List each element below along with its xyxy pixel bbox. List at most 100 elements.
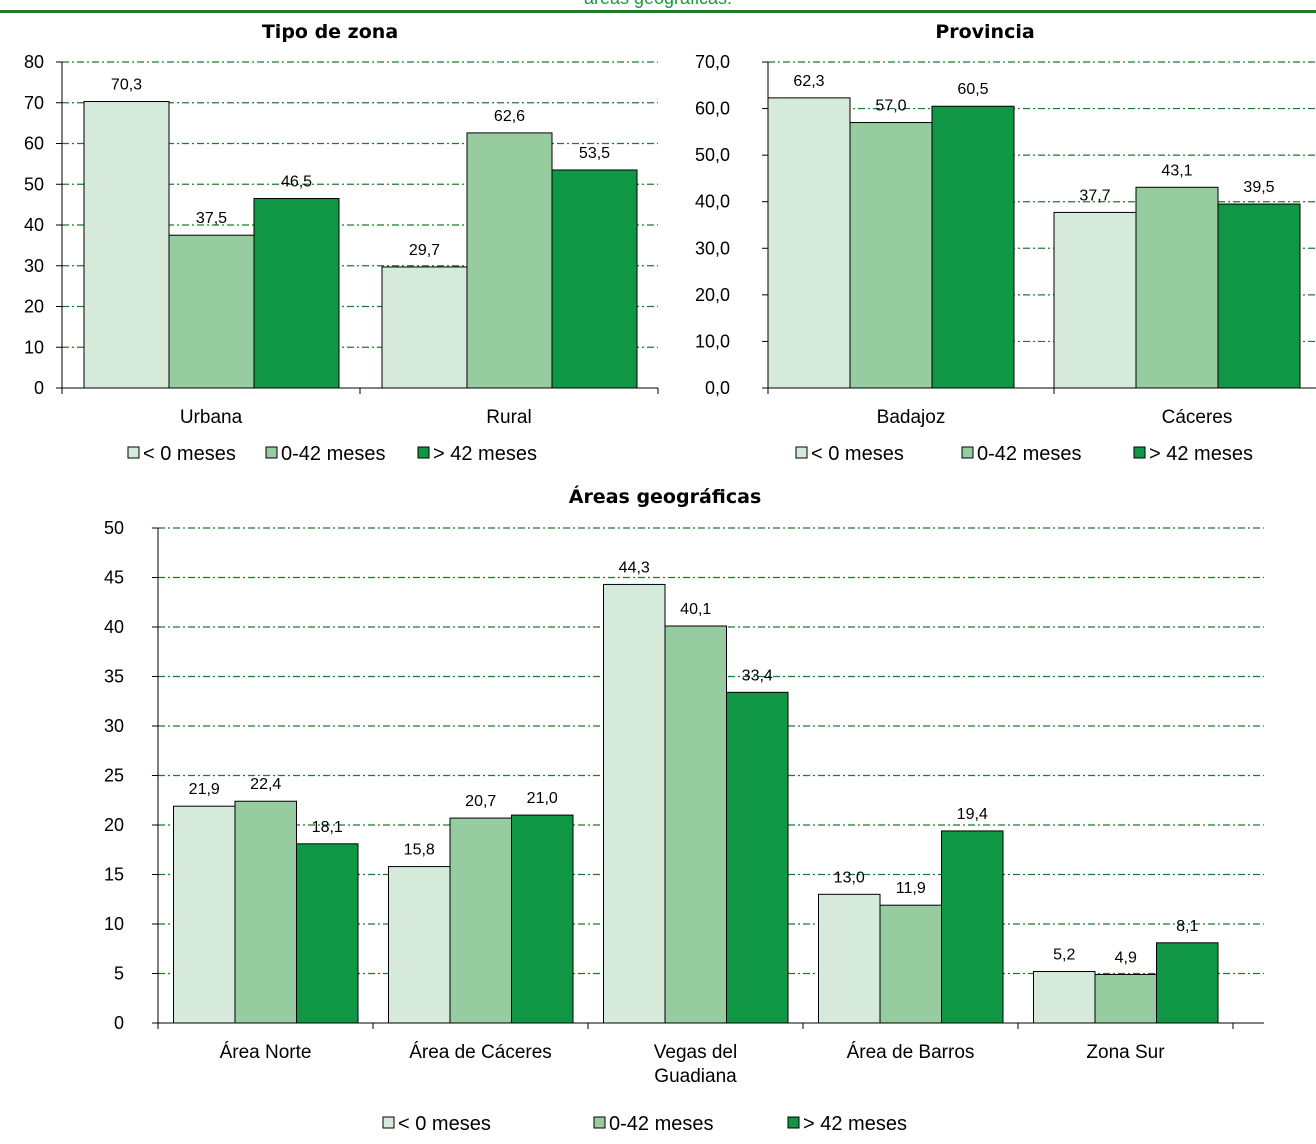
legend-swatch [127, 446, 140, 459]
y-tick-label: 50,0 [695, 145, 730, 165]
y-tick-label: 10 [104, 914, 124, 934]
y-tick-label: 40,0 [695, 192, 730, 212]
chart-1: Tipo de zona 0 10 20 30 40 50 60 70 80 70,3 29,7 37,… [24, 21, 659, 465]
bar [603, 583, 666, 1024]
y-tick-label: 30 [24, 256, 44, 276]
y-tick-label: 25 [104, 766, 124, 786]
data-label: 13,0 [834, 869, 865, 886]
legend-swatch [265, 446, 278, 459]
data-label: 40,1 [680, 601, 711, 618]
bar [449, 817, 512, 1024]
y-tick-label: 30,0 [695, 238, 730, 258]
category-label: Área Norte [220, 1042, 312, 1063]
legend-label: < 0 meses [143, 443, 236, 465]
data-label: 5,2 [1053, 947, 1075, 964]
data-label: 33,4 [742, 667, 773, 684]
category-label: Área de Cáceres [409, 1042, 552, 1063]
data-label: 20,7 [465, 793, 496, 810]
data-label: 21,0 [527, 790, 558, 807]
data-label: 29,7 [409, 242, 440, 259]
data-label: 15,8 [404, 842, 435, 859]
data-label: 37,5 [196, 210, 227, 227]
data-label: 4,9 [1115, 949, 1137, 966]
y-tick-label: 35 [104, 667, 124, 687]
data-label: 60,5 [957, 81, 988, 98]
y-tick-label: 20 [24, 297, 44, 317]
bar [173, 805, 236, 1024]
data-label: 39,5 [1243, 179, 1274, 196]
bar [818, 893, 881, 1024]
y-tick-label: 30 [104, 716, 124, 736]
y-tick-label: 40 [24, 215, 44, 235]
data-label: 57,0 [875, 98, 906, 115]
category-label: Rural [486, 407, 531, 428]
bar [1053, 211, 1137, 389]
chart-3: Áreas geográficas 0 5 10 15 20 25 30 35 40 45 50 21,… [104, 485, 1264, 1135]
y-tick-label: 70,0 [695, 52, 730, 72]
top-rule [0, 10, 1316, 13]
y-tick-label: 20 [104, 815, 124, 835]
bar [849, 122, 933, 389]
legend-label: 0-42 meses [977, 443, 1082, 465]
category-label: Cáceres [1162, 407, 1233, 428]
bar [664, 625, 727, 1024]
bar [388, 866, 451, 1024]
bar [83, 101, 170, 389]
y-tick-label: 5 [114, 964, 124, 984]
y-tick-label: 15 [104, 865, 124, 885]
legend-label: < 0 meses [811, 443, 904, 465]
chart-2: Provincia 0,0 10,0 20,0 30,0 40,0 50,0 60,0 70,0… [695, 21, 1316, 465]
category-label: Vegas del Guadiana [654, 1042, 737, 1087]
y-tick-label: 45 [104, 568, 124, 588]
bar [879, 904, 942, 1024]
legend-label: 0-42 meses [609, 1113, 714, 1135]
legend-label: > 42 meses [1149, 443, 1253, 465]
data-label: 62,6 [494, 108, 525, 125]
data-label: 37,7 [1079, 187, 1110, 204]
bar [941, 830, 1004, 1024]
legend-swatch [1133, 446, 1146, 459]
bar [931, 105, 1015, 389]
data-label: 21,9 [189, 781, 220, 798]
legend-swatch [795, 446, 808, 459]
legend-swatch [787, 1116, 800, 1129]
data-label: 53,5 [579, 145, 610, 162]
bar [1156, 942, 1219, 1024]
y-tick-label: 20,0 [695, 285, 730, 305]
category-label: Badajoz [877, 407, 946, 428]
data-label: 11,9 [896, 880, 926, 897]
bar [551, 169, 638, 389]
legend-swatch [382, 1116, 395, 1129]
top-caption: áreas geográficas. [0, 0, 1316, 9]
bar [253, 198, 340, 389]
bar [1217, 203, 1301, 389]
bar [1094, 973, 1157, 1024]
bar [1135, 186, 1219, 389]
bar [168, 234, 255, 389]
category-label: Urbana [180, 407, 243, 428]
bar [726, 691, 789, 1024]
category-label: Área de Barros [847, 1042, 975, 1063]
y-tick-label: 0 [114, 1013, 124, 1033]
y-tick-label: 50 [104, 518, 124, 538]
bar [466, 132, 553, 389]
chart-title: Tipo de zona [262, 21, 398, 43]
data-label: 46,5 [281, 174, 312, 191]
y-tick-label: 70 [24, 93, 44, 113]
y-tick-label: 0,0 [705, 378, 730, 398]
bar [234, 800, 297, 1024]
data-label: 8,1 [1176, 918, 1198, 935]
legend-label: 0-42 meses [281, 443, 386, 465]
y-tick-label: 0 [34, 378, 44, 398]
legend-label: < 0 meses [398, 1113, 491, 1135]
chart-title: Provincia [935, 21, 1034, 43]
data-label: 22,4 [250, 776, 281, 793]
y-tick-label: 60,0 [695, 99, 730, 119]
chart-title: Áreas geográficas [569, 485, 762, 508]
legend-swatch [961, 446, 974, 459]
bar [511, 814, 574, 1024]
data-label: 44,3 [619, 559, 650, 576]
category-label: Zona Sur [1086, 1042, 1165, 1063]
data-label: 43,1 [1161, 162, 1192, 179]
